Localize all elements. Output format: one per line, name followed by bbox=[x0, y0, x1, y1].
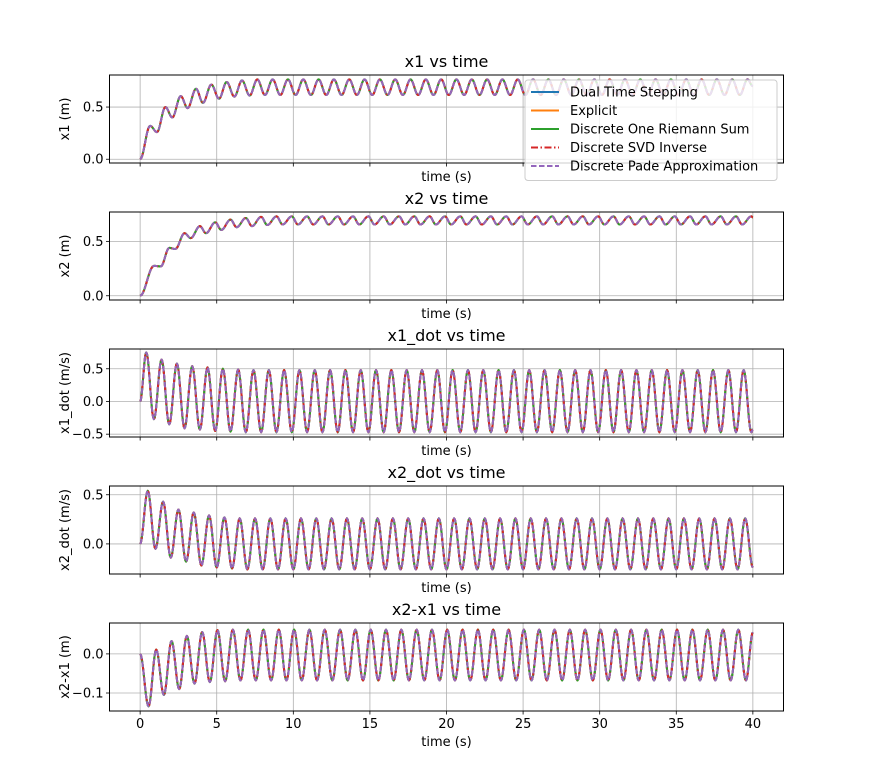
x-tick-label: 0 bbox=[136, 717, 144, 732]
y-axis-label: x2 (m) bbox=[58, 235, 73, 278]
series-line-discrete-pade-approximation bbox=[139, 351, 754, 434]
y-axis-label: x1_dot (m/s) bbox=[58, 352, 73, 434]
series-lines bbox=[139, 489, 754, 571]
legend-label: Discrete One Riemann Sum bbox=[570, 123, 749, 138]
legend-label: Discrete Pade Approximation bbox=[570, 160, 758, 175]
x-tick-label: 5 bbox=[213, 717, 221, 732]
subplot-title: x1 vs time bbox=[405, 52, 489, 71]
series-line-discrete-pade-approximation bbox=[139, 215, 754, 297]
y-tick-label: −0.1 bbox=[72, 687, 104, 702]
x-tick-label: 40 bbox=[745, 717, 762, 732]
y-tick-label: 0.5 bbox=[83, 362, 104, 377]
y-axis-label: x2_dot (m/s) bbox=[58, 489, 73, 571]
series-line-discrete-pade-approximation bbox=[139, 628, 754, 708]
legend-label: Explicit bbox=[570, 104, 617, 119]
y-axis-label: x1 (m) bbox=[58, 98, 73, 141]
legend: Dual Time Stepping Explicit Discrete One R… bbox=[524, 79, 778, 181]
legend-label: Dual Time Stepping bbox=[570, 86, 698, 101]
x-tick-label: 30 bbox=[591, 717, 608, 732]
y-tick-label: 0.0 bbox=[83, 289, 104, 304]
y-tick-label: −0.5 bbox=[72, 428, 104, 443]
series-lines bbox=[139, 215, 754, 297]
y-tick-label: 0.0 bbox=[83, 395, 104, 410]
subplot-title: x2_dot vs time bbox=[388, 463, 506, 483]
subplot-5: 0 5 10 15 20 25 30 35 40 −0.1 0.0 x2-x1 vs time time… bbox=[58, 600, 784, 750]
subplot-title: x1_dot vs time bbox=[388, 326, 506, 346]
legend-box bbox=[524, 79, 778, 181]
y-tick-label: 0.5 bbox=[83, 488, 104, 503]
subplot-2: 0.0 0.5 x2 vs time time (s) x2 (m) bbox=[58, 189, 784, 322]
series-line-discrete-svd-inverse bbox=[139, 78, 754, 161]
series-line-discrete-svd-inverse bbox=[139, 351, 754, 434]
x-tick-label: 15 bbox=[362, 717, 379, 732]
y-tick-label: 0.5 bbox=[83, 101, 104, 116]
y-axis-label: x2-x1 (m) bbox=[58, 635, 73, 699]
y-tick-label: 0.0 bbox=[83, 537, 104, 552]
x-tick-label: 20 bbox=[438, 717, 455, 732]
subplot-4: 0.0 0.5 x2_dot vs time time (s) x2_dot (m/s) bbox=[58, 463, 784, 596]
x-axis-label: time (s) bbox=[421, 444, 471, 459]
y-tick-label: 0.0 bbox=[83, 647, 104, 662]
subplot-title: x2 vs time bbox=[405, 189, 489, 208]
x-axis-label: time (s) bbox=[421, 170, 471, 185]
series-line-discrete-pade-approximation bbox=[139, 78, 754, 161]
subplot-3: −0.5 0.0 0.5 x1_dot vs time time (s) x1_dot (… bbox=[58, 326, 784, 459]
x-tick-label: 25 bbox=[515, 717, 532, 732]
y-tick-label: 0.0 bbox=[83, 153, 104, 168]
x-tick-label: 35 bbox=[668, 717, 685, 732]
x-axis-label: time (s) bbox=[421, 581, 471, 596]
x-axis-label: time (s) bbox=[421, 735, 471, 750]
subplot-title: x2-x1 vs time bbox=[392, 600, 501, 619]
x-axis-label: time (s) bbox=[421, 307, 471, 322]
y-tick-label: 0.5 bbox=[83, 235, 104, 250]
series-lines bbox=[139, 351, 754, 434]
legend-label: Discrete SVD Inverse bbox=[570, 141, 707, 156]
series-line-discrete-pade-approximation bbox=[139, 489, 754, 571]
series-lines bbox=[139, 628, 754, 708]
x-tick-label: 10 bbox=[285, 717, 302, 732]
